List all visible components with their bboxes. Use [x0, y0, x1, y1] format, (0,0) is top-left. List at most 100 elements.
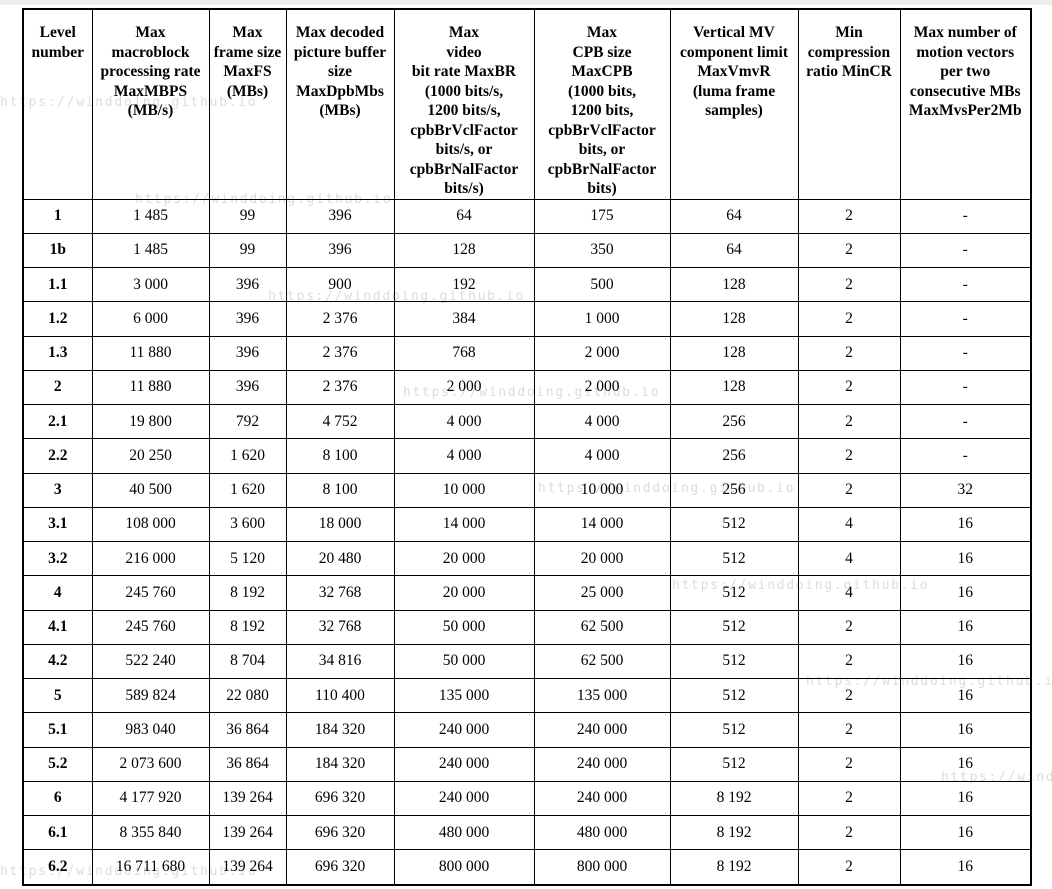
limit-value-cell: 396: [208, 266, 287, 303]
limit-value-cell: 64: [669, 232, 799, 269]
limit-value-cell: 512: [669, 677, 799, 714]
limit-value-cell: 8 192: [669, 780, 799, 817]
level-number-cell: 3: [22, 472, 93, 508]
table-row: 1.3 11 880 396 2 376 768 2 000 128 2-: [22, 335, 1032, 371]
limit-value-cell: 8 192: [669, 849, 799, 886]
limit-value-cell: 396: [208, 369, 287, 406]
limit-value-cell: 792: [208, 403, 287, 440]
limit-value-cell: 19 800: [91, 403, 210, 440]
limit-value-cell: 34 816: [285, 643, 395, 680]
limit-value-cell: 512: [669, 643, 799, 680]
column-header-maxfs: Max frame size MaxFS (MBs): [208, 8, 287, 200]
limit-value-cell: 128: [393, 232, 535, 269]
limit-value-cell: 2: [797, 266, 901, 303]
table-row: 4 245 760 8 192 32 768 20 000 25 000 512 4 16: [22, 575, 1032, 611]
column-header-maxvmvr: Vertical MV component limit MaxVmvR (lum…: [669, 8, 799, 200]
limit-value-cell: 16 711 680: [91, 849, 210, 886]
limit-value-cell: 40 500: [91, 472, 210, 508]
limit-value-cell: 99: [208, 198, 287, 234]
limit-value-cell: 4 000: [393, 438, 535, 474]
limit-value-cell: 10 000: [533, 472, 671, 508]
limit-value-cell: 6 000: [91, 301, 210, 337]
limit-value-cell: 2 000: [533, 369, 671, 406]
limit-value-cell: -: [899, 266, 1032, 303]
limit-value-cell: 64: [669, 198, 799, 234]
limit-value-cell: 240 000: [393, 712, 535, 748]
limit-value-cell: 800 000: [533, 849, 671, 886]
level-number-cell: 6.2: [22, 849, 93, 886]
table-row: 6.1 8 355 840 139 264 696 320 480 000 480 000…: [22, 814, 1032, 851]
limit-value-cell: 4 000: [533, 438, 671, 474]
table-row: 4.1 245 760 8 192 32 768 50 000 62 500 512 2 16: [22, 609, 1032, 645]
column-header-mincr: Min compression ratio MinCR: [797, 8, 901, 200]
limit-value-cell: 8 100: [285, 438, 395, 474]
limit-value-cell: 2: [797, 403, 901, 440]
level-number-cell: 6: [22, 780, 93, 817]
table-row: 3.2 216 000 5 120 20 480 20 000 20 000 512 4 16: [22, 540, 1032, 577]
table-row: 1.2 6 000 396 2 376 384 1 000 128 2-: [22, 301, 1032, 337]
limit-value-cell: 8 355 840: [91, 814, 210, 851]
limit-value-cell: 10 000: [393, 472, 535, 508]
limit-value-cell: -: [899, 335, 1032, 371]
limit-value-cell: 2: [797, 438, 901, 474]
column-header-maxdpbmbs: Max decoded picture buffer size MaxDpbMb…: [285, 8, 395, 200]
level-number-cell: 4: [22, 575, 93, 611]
limit-value-cell: 480 000: [393, 814, 535, 851]
table-row: 6.2 16 711 680 139 264 696 320 800 000 800 00…: [22, 849, 1032, 886]
limit-value-cell: 22 080: [208, 677, 287, 714]
limit-value-cell: 384: [393, 301, 535, 337]
limit-value-cell: 184 320: [285, 746, 395, 782]
limit-value-cell: 2: [797, 849, 901, 886]
limit-value-cell: 240 000: [533, 746, 671, 782]
limit-value-cell: 2: [797, 232, 901, 269]
limit-value-cell: 11 880: [91, 369, 210, 406]
limit-value-cell: 8 192: [669, 814, 799, 851]
limit-value-cell: 256: [669, 403, 799, 440]
limit-value-cell: 5 120: [208, 540, 287, 577]
limit-value-cell: 14 000: [393, 506, 535, 543]
limit-value-cell: 8 192: [208, 609, 287, 645]
limit-value-cell: 512: [669, 746, 799, 782]
limit-value-cell: 396: [208, 335, 287, 371]
limit-value-cell: 139 264: [208, 814, 287, 851]
limit-value-cell: 2: [797, 677, 901, 714]
limit-value-cell: 512: [669, 540, 799, 577]
limit-value-cell: 256: [669, 438, 799, 474]
column-header-maxmbps: Max macroblock processing rate MaxMBPS (…: [91, 8, 210, 200]
level-number-cell: 1.1: [22, 266, 93, 303]
level-number-cell: 1.3: [22, 335, 93, 371]
level-number-cell: 5.2: [22, 746, 93, 782]
limit-value-cell: 175: [533, 198, 671, 234]
limit-value-cell: 184 320: [285, 712, 395, 748]
limit-value-cell: 2 376: [285, 335, 395, 371]
limit-value-cell: 32 768: [285, 609, 395, 645]
limit-value-cell: 36 864: [208, 746, 287, 782]
header-row: Level number Max macroblock processing r…: [22, 8, 1032, 200]
limit-value-cell: 32: [899, 472, 1032, 508]
column-header-maxcpb: Max CPB size MaxCPB (1000 bits, 1200 bit…: [533, 8, 671, 200]
level-number-cell: 5: [22, 677, 93, 714]
table-row: 4.2 522 240 8 704 34 816 50 000 62 500 512 2 16: [22, 643, 1032, 680]
limit-value-cell: -: [899, 232, 1032, 269]
limit-value-cell: -: [899, 369, 1032, 406]
level-number-cell: 4.1: [22, 609, 93, 645]
table-row: 2.1 19 800 792 4 752 4 000 4 000 256 2-: [22, 403, 1032, 440]
limit-value-cell: 20 000: [393, 540, 535, 577]
level-limits-table: Level number Max macroblock processing r…: [22, 8, 1032, 886]
limit-value-cell: 2: [797, 609, 901, 645]
limit-value-cell: 50 000: [393, 643, 535, 680]
level-number-cell: 2.2: [22, 438, 93, 474]
limit-value-cell: -: [899, 301, 1032, 337]
table-row: 2.2 20 250 1 620 8 100 4 000 4 000 256 2-: [22, 438, 1032, 474]
limit-value-cell: 99: [208, 232, 287, 269]
limit-value-cell: 16: [899, 609, 1032, 645]
limit-value-cell: 135 000: [533, 677, 671, 714]
limit-value-cell: 108 000: [91, 506, 210, 543]
level-number-cell: 1.2: [22, 301, 93, 337]
limit-value-cell: 2: [797, 780, 901, 817]
limit-value-cell: 2: [797, 472, 901, 508]
table-row: 1b 1 485 99 396 128 350 64 2-: [22, 232, 1032, 269]
limit-value-cell: 36 864: [208, 712, 287, 748]
limit-value-cell: 2 000: [533, 335, 671, 371]
